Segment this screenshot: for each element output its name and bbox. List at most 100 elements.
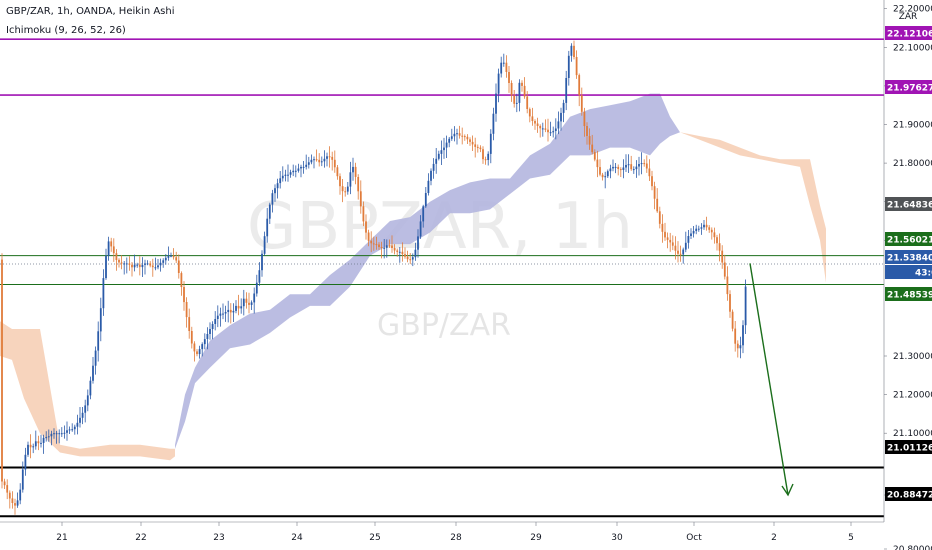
candle-body <box>474 144 477 147</box>
price-tag-label-4: 21.53840 <box>887 254 932 264</box>
candle-body <box>253 293 256 303</box>
candle-body <box>484 159 487 161</box>
candle-body <box>198 349 201 355</box>
candle-body <box>281 175 284 179</box>
candle-body <box>500 62 503 74</box>
candle-body <box>63 432 66 434</box>
candle-body <box>222 313 224 315</box>
candle-body <box>674 245 677 251</box>
candle-body <box>690 233 692 236</box>
candle-body <box>365 221 367 233</box>
candle-body <box>622 167 625 170</box>
candle-body <box>575 57 578 76</box>
candle-body <box>271 193 274 205</box>
candle-body <box>141 265 144 268</box>
candle-body <box>250 302 253 305</box>
x-tick-label: 25 <box>369 533 380 543</box>
candle-body <box>105 255 107 279</box>
price-tag-label-5: 43:03 <box>915 269 932 279</box>
candle-body <box>458 133 461 136</box>
price-tag-1 <box>885 80 932 94</box>
candle-body <box>326 156 328 159</box>
indicator-label[interactable]: Ichimoku (9, 26, 52, 26) <box>6 25 126 36</box>
candle-body <box>183 287 185 303</box>
y-tick-label: 22.20000 <box>893 5 932 15</box>
y-tick-label: 21.30000 <box>893 352 932 362</box>
candle-body <box>684 242 687 250</box>
candle-body <box>289 172 292 175</box>
candle-body <box>440 150 443 154</box>
candle-body <box>16 500 19 506</box>
candle-body <box>606 171 609 177</box>
y-tick-label: 21.20000 <box>893 391 932 401</box>
candle-body <box>562 102 565 113</box>
candle-body <box>263 236 266 254</box>
candle-body <box>29 444 32 448</box>
kumo-bear-0 <box>0 321 175 461</box>
candle-body <box>614 166 617 168</box>
candle-body <box>84 405 87 413</box>
candle-body <box>32 446 35 448</box>
candle-body <box>513 95 516 104</box>
candle-body <box>99 308 102 332</box>
price-tag-label-3: 21.56021 <box>887 236 932 246</box>
candle-body <box>726 276 729 295</box>
x-tick-label: 5 <box>848 533 854 543</box>
candle-body <box>66 430 68 433</box>
y-tick-label: 21.90000 <box>893 121 932 131</box>
candle-body <box>664 231 666 238</box>
candle-body <box>417 236 419 250</box>
candle-body <box>541 128 544 130</box>
candle-body <box>131 264 133 268</box>
candle-body <box>627 164 630 166</box>
candle-body <box>276 183 279 189</box>
price-tag-0 <box>885 26 932 40</box>
candle-body <box>604 176 607 178</box>
kumo-bull-0 <box>175 93 680 449</box>
candle-body <box>229 309 232 313</box>
candle-body <box>586 126 588 136</box>
candle-body <box>742 325 744 346</box>
candle-body <box>476 146 479 148</box>
candle-body <box>424 193 427 207</box>
candle-body <box>287 174 289 176</box>
candle-body <box>638 164 640 167</box>
watermark-pair: GBP/ZAR <box>377 308 511 343</box>
candle-body <box>34 441 37 447</box>
candle-body <box>489 133 492 154</box>
candle-body <box>102 278 105 309</box>
candle-body <box>427 180 430 193</box>
candle-body <box>687 236 690 243</box>
candle-body <box>55 433 58 435</box>
candle-body <box>599 167 601 175</box>
candle-body <box>435 158 438 164</box>
candle-body <box>528 109 531 117</box>
candle-body <box>151 265 154 268</box>
candle-body <box>419 221 422 237</box>
candle-body <box>619 169 622 171</box>
candle-body <box>237 305 240 309</box>
candle-body <box>24 454 27 470</box>
price-tag-8 <box>885 487 932 501</box>
candle-body <box>677 250 679 254</box>
candle-body <box>125 263 128 265</box>
candle-body <box>391 245 393 248</box>
candle-body <box>682 249 685 255</box>
candle-body <box>297 168 300 171</box>
candle-body <box>482 149 484 160</box>
price-tag-5 <box>885 265 932 279</box>
candle-body <box>333 159 336 168</box>
candle-body <box>359 191 362 207</box>
candle-body <box>94 350 97 366</box>
candle-body <box>157 265 159 268</box>
candle-body <box>167 255 170 258</box>
candle-body <box>570 45 573 56</box>
price-tag-7 <box>885 440 932 454</box>
candle-body <box>645 163 648 169</box>
candle-body <box>617 166 620 169</box>
price-tag-4 <box>885 250 932 264</box>
candle-body <box>414 249 417 258</box>
candle-body <box>336 167 339 177</box>
